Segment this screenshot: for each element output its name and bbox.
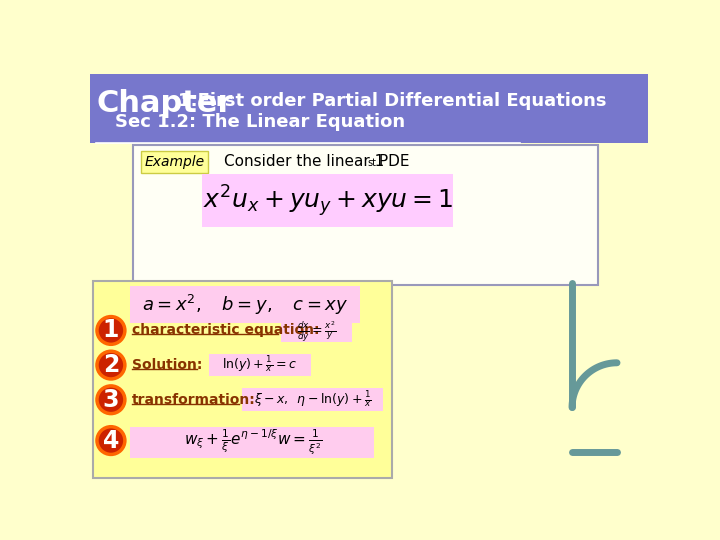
Text: PDE: PDE [374, 154, 409, 170]
FancyBboxPatch shape [93, 281, 392, 478]
Text: 2: 2 [103, 353, 119, 377]
Text: $x^2u_x + yu_y + xyu = 1$: $x^2u_x + yu_y + xyu = 1$ [203, 183, 453, 219]
Text: 3: 3 [103, 388, 120, 411]
Text: Example: Example [145, 155, 204, 169]
FancyBboxPatch shape [209, 354, 311, 376]
Text: 1: 1 [103, 319, 119, 342]
Text: 1:First order Partial Differential Equations: 1:First order Partial Differential Equat… [178, 92, 606, 110]
FancyBboxPatch shape [130, 286, 360, 323]
FancyBboxPatch shape [90, 74, 648, 143]
Text: $\ln(y) + \frac{1}{x} = c$: $\ln(y) + \frac{1}{x} = c$ [222, 355, 297, 375]
Circle shape [97, 386, 125, 414]
Circle shape [97, 316, 125, 345]
FancyBboxPatch shape [130, 427, 374, 457]
Text: Consider the linear 1: Consider the linear 1 [224, 154, 384, 170]
Circle shape [97, 427, 125, 455]
FancyBboxPatch shape [141, 151, 208, 173]
FancyBboxPatch shape [133, 145, 598, 285]
FancyBboxPatch shape [281, 320, 352, 342]
Text: $\frac{dx}{dy} = \frac{x^2}{y}$: $\frac{dx}{dy} = \frac{x^2}{y}$ [297, 319, 336, 343]
Text: transformation:: transformation: [132, 393, 256, 407]
Text: st: st [367, 158, 377, 168]
Text: $\xi - x, \;\; \eta - \ln(y) + \frac{1}{x}$: $\xi - x, \;\; \eta - \ln(y) + \frac{1}{… [253, 389, 372, 410]
Text: 4: 4 [103, 429, 119, 453]
Text: Sec 1.2: The Linear Equation: Sec 1.2: The Linear Equation [114, 112, 405, 131]
FancyBboxPatch shape [202, 174, 454, 226]
Text: Solution:: Solution: [132, 358, 202, 372]
Text: Chapter: Chapter [96, 90, 233, 118]
Text: $a = x^2, \quad b = y, \quad c = xy$: $a = x^2, \quad b = y, \quad c = xy$ [142, 293, 348, 317]
Text: characteristic equation:: characteristic equation: [132, 323, 320, 338]
Circle shape [97, 351, 125, 379]
Text: $w_\xi + \frac{1}{\xi} e^{\eta - 1/\xi} w = \frac{1}{\xi^2}$: $w_\xi + \frac{1}{\xi} e^{\eta - 1/\xi} … [184, 428, 322, 457]
FancyBboxPatch shape [242, 388, 383, 411]
